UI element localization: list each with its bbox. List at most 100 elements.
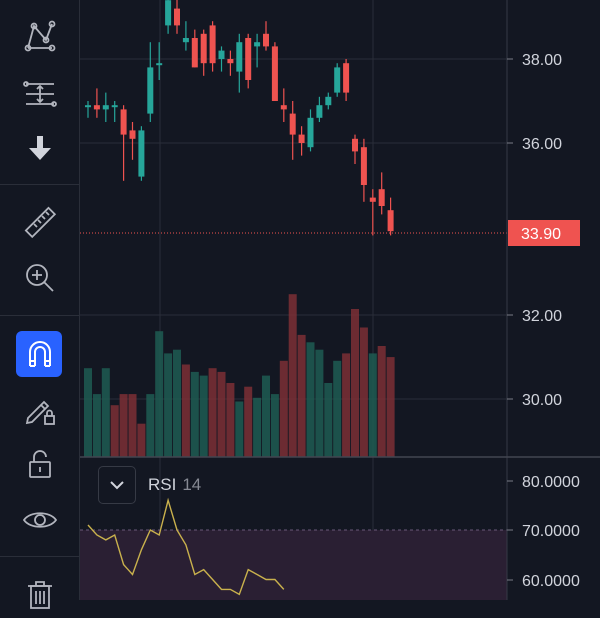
candle xyxy=(378,172,385,215)
volume-bar xyxy=(262,375,270,457)
candle-body xyxy=(271,46,278,101)
volume-bar xyxy=(288,294,297,457)
rsi-axis[interactable]: 80.0000 70.0000 60.0000 xyxy=(507,474,580,590)
trash-icon xyxy=(28,581,52,609)
candle xyxy=(111,101,118,122)
volume-bar xyxy=(279,360,288,457)
candle xyxy=(182,21,189,51)
candle-body xyxy=(102,105,109,110)
rsi-axis-label: 60.0000 xyxy=(522,573,580,590)
price-label: 32.00 xyxy=(522,308,562,325)
candle xyxy=(325,92,332,110)
volume-bar xyxy=(235,401,244,457)
rsi-legend: RSI 14 xyxy=(98,466,201,504)
candle-body xyxy=(334,67,341,93)
candle-body xyxy=(129,130,136,139)
volume-bar xyxy=(155,331,164,457)
measure-tool[interactable] xyxy=(10,198,70,246)
volume-bar xyxy=(253,397,262,457)
candle xyxy=(138,126,145,181)
candle-body xyxy=(174,8,180,26)
hide-tool[interactable] xyxy=(10,496,70,544)
candle xyxy=(352,134,358,164)
candle xyxy=(129,122,136,160)
volume-bar xyxy=(137,423,146,457)
candle-body xyxy=(156,63,163,66)
volume-bar xyxy=(359,327,368,457)
rsi-band xyxy=(80,530,507,600)
price-axis[interactable]: 38.00 36.00 32.00 30.00 xyxy=(507,52,562,409)
candle xyxy=(298,126,305,156)
candle xyxy=(369,189,376,236)
zoom-in-icon xyxy=(26,264,54,292)
current-price-value: 33.90 xyxy=(521,226,561,243)
price-label: 38.00 xyxy=(522,52,562,69)
volume-bar xyxy=(110,405,119,457)
zoom-tool[interactable] xyxy=(10,254,70,302)
candle-body xyxy=(209,25,216,64)
volume-bar xyxy=(377,346,386,457)
volume-bar xyxy=(351,309,359,457)
volume-bar xyxy=(173,349,181,457)
candle-body xyxy=(369,197,376,202)
fib-tool[interactable] xyxy=(10,70,70,118)
lock-drawings-tool[interactable] xyxy=(10,386,70,434)
magnet-icon xyxy=(29,341,51,367)
rsi-collapse-button[interactable] xyxy=(98,466,136,504)
volume-bar xyxy=(199,375,208,457)
candle-body xyxy=(165,0,172,26)
lock-all-tool[interactable] xyxy=(10,440,70,488)
chart-area[interactable]: 38.00 36.00 32.00 30.00 33.90 80.0000 70… xyxy=(80,0,600,600)
candle-body xyxy=(191,38,198,68)
candle-body xyxy=(387,210,394,232)
volume-bar xyxy=(164,353,173,457)
candles xyxy=(85,0,394,236)
candle xyxy=(334,63,341,97)
current-price-badge xyxy=(508,220,580,246)
candle-body xyxy=(182,38,189,43)
active-highlight xyxy=(16,331,62,377)
volume-bar xyxy=(226,383,235,457)
candle xyxy=(360,138,367,202)
candle-body xyxy=(111,105,118,108)
candle xyxy=(387,197,394,236)
rsi-name: RSI xyxy=(148,475,177,494)
volume-bar xyxy=(270,394,279,457)
volume-bar xyxy=(386,357,395,457)
volume-bar xyxy=(146,394,155,457)
candle-body xyxy=(316,105,323,118)
candle xyxy=(316,96,323,122)
more-tools-button[interactable] xyxy=(10,124,70,172)
candle-body xyxy=(147,67,154,114)
toolbar-divider xyxy=(0,184,80,185)
candle xyxy=(200,29,207,76)
volume-bar xyxy=(217,371,226,457)
unlock-icon xyxy=(29,450,51,478)
ruler-icon xyxy=(24,206,57,239)
arrow-down-icon xyxy=(29,136,51,160)
magnet-tool[interactable] xyxy=(10,330,70,378)
volume-bar xyxy=(128,394,137,457)
pencil-lock-icon xyxy=(25,400,55,425)
candle xyxy=(245,33,252,89)
toolbar-divider xyxy=(0,315,80,316)
candle-body xyxy=(343,63,350,93)
candle xyxy=(93,88,100,118)
delete-tool[interactable] xyxy=(10,570,70,618)
toolbar-divider xyxy=(0,556,80,557)
volume-bar xyxy=(297,334,306,457)
candle xyxy=(85,101,91,118)
candle xyxy=(165,0,172,34)
pattern-icon xyxy=(24,20,56,52)
volume-bar xyxy=(92,394,101,457)
candle-body xyxy=(263,33,269,47)
rsi-length: 14 xyxy=(182,475,202,494)
pattern-tool[interactable] xyxy=(10,12,70,60)
candle xyxy=(156,42,163,80)
candle-body xyxy=(245,38,252,80)
candle-body xyxy=(218,50,225,59)
candle xyxy=(120,105,127,181)
volume-bar xyxy=(368,353,377,457)
candle xyxy=(280,88,287,122)
candle xyxy=(227,50,234,76)
